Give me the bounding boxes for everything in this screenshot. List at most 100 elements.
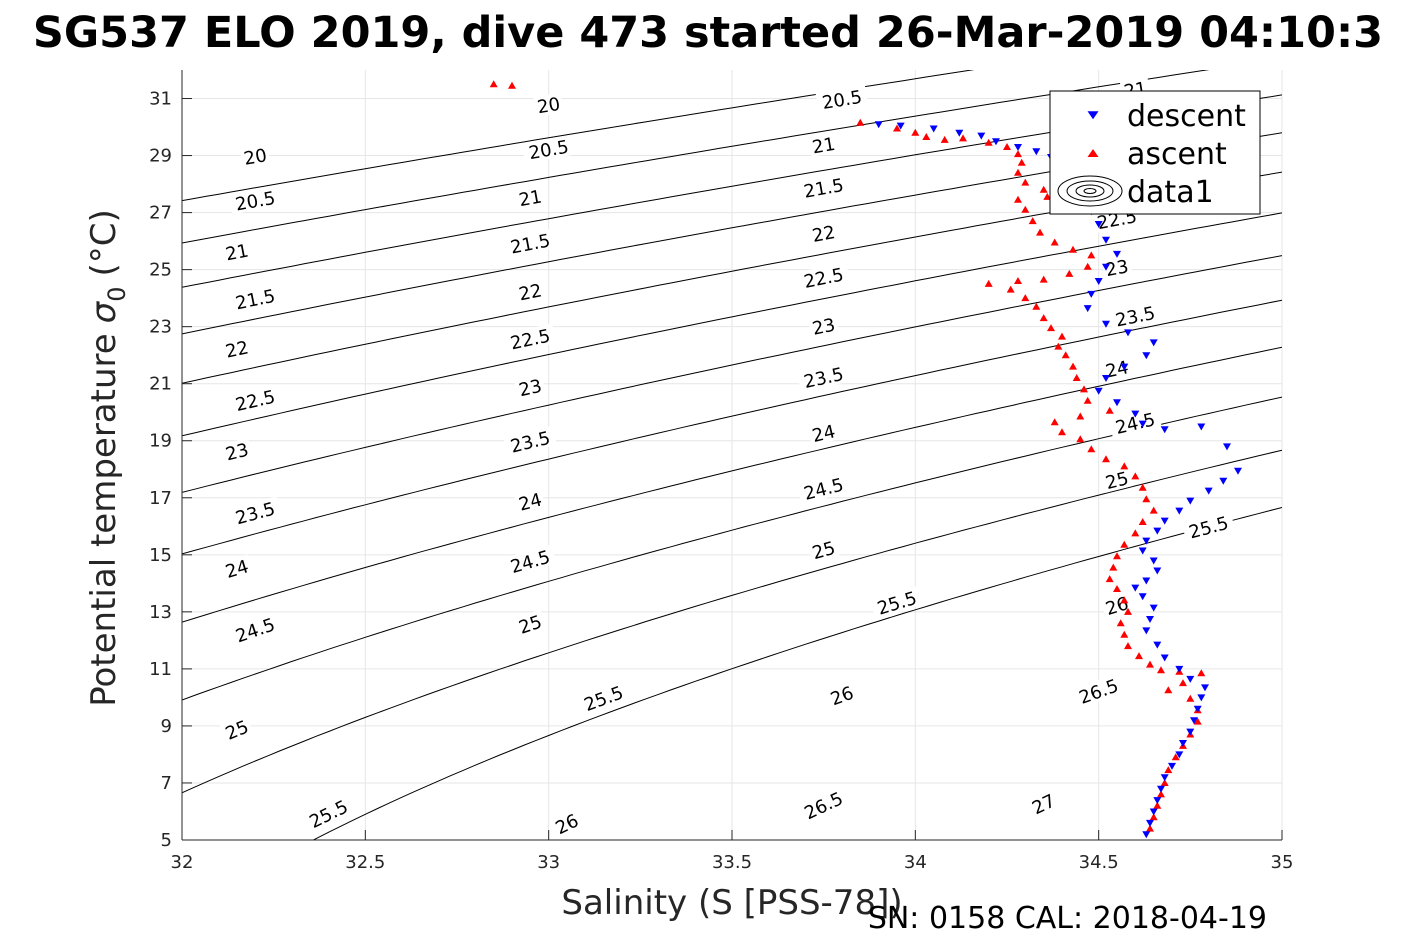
- ascent-point: [1028, 217, 1037, 225]
- ascent-point: [1105, 575, 1114, 583]
- data-series: [489, 80, 1242, 839]
- ascent-point: [1160, 779, 1169, 786]
- y-tick-label: 15: [149, 545, 172, 566]
- contour-label-text: 24: [810, 421, 837, 447]
- ascent-point: [922, 133, 931, 140]
- descent-point: [1102, 263, 1110, 271]
- descent-point: [1153, 641, 1162, 649]
- descent-point: [1201, 684, 1209, 692]
- y-tick-label: 11: [149, 659, 172, 680]
- y-tick-label: 31: [149, 89, 172, 110]
- descent-point: [929, 125, 938, 133]
- ascent-point: [1164, 766, 1173, 774]
- contour-label: 21: [808, 132, 840, 158]
- contour-label-text: 24: [1104, 357, 1131, 382]
- descent-point: [1186, 497, 1195, 505]
- ascent-point: [508, 81, 516, 89]
- ascent-point: [1058, 428, 1066, 436]
- contour-label: 20: [533, 92, 564, 118]
- descent-point: [1168, 762, 1176, 770]
- ascent-point: [1083, 262, 1092, 270]
- descent-point: [1113, 250, 1121, 258]
- y-tick-label: 5: [161, 830, 172, 851]
- ascent-point: [1138, 518, 1147, 525]
- y-tick-label: 19: [149, 431, 172, 452]
- descent-point: [874, 121, 883, 129]
- ascent-point: [1193, 717, 1202, 725]
- ascent-point: [1105, 406, 1114, 414]
- contour-label: 22: [514, 278, 546, 305]
- ascent-point: [1087, 251, 1096, 259]
- contour-label: 24.5: [796, 472, 851, 505]
- ascent-point: [1138, 483, 1147, 491]
- ascent-point: [1080, 385, 1088, 393]
- descent-point: [1157, 785, 1165, 793]
- ascent-point: [1113, 585, 1121, 592]
- legend-box: [1049, 90, 1261, 215]
- contour-label-text: 20: [242, 145, 268, 170]
- contour-label-text: 23: [517, 376, 544, 402]
- descent-point: [1142, 577, 1151, 585]
- contour-label-text: 21: [224, 241, 250, 266]
- x-tick-label: 32.5: [345, 852, 385, 873]
- ascent-point: [893, 124, 901, 132]
- axes: [181, 70, 1283, 841]
- descent-point: [1102, 375, 1110, 382]
- contour-label: 22: [221, 335, 253, 363]
- contour-label: 23: [514, 374, 546, 402]
- descent-point: [1138, 420, 1147, 428]
- ascent-point: [1065, 269, 1074, 277]
- descent-point: [1160, 426, 1169, 434]
- y-tick-label: 7: [161, 773, 172, 794]
- descent-point: [1032, 148, 1041, 156]
- ascent-point: [984, 138, 993, 146]
- contour-label: 21.5: [228, 283, 282, 314]
- descent-point: [1219, 477, 1228, 485]
- ascent-point: [1120, 540, 1129, 548]
- descent-point: [1142, 537, 1151, 545]
- y-axis-label-unit: (°C): [84, 209, 124, 276]
- ascent-point: [1131, 472, 1140, 480]
- ascent-point: [1083, 396, 1092, 404]
- ascent-point: [856, 118, 865, 126]
- ascent-point: [1043, 192, 1052, 200]
- ascent-point: [1061, 351, 1070, 359]
- descent-point: [1149, 808, 1158, 816]
- legend-descent-label: descent: [1127, 99, 1246, 134]
- descent-point: [1102, 320, 1110, 328]
- descent-point: [1149, 604, 1158, 612]
- ascent-point: [1039, 185, 1048, 193]
- descent-point: [1197, 423, 1206, 431]
- descent-point: [1142, 627, 1151, 635]
- contour-label-text: 22: [224, 337, 251, 362]
- contour-label: 24: [807, 419, 840, 447]
- ascent-point: [984, 279, 993, 287]
- descent-point: [1131, 584, 1140, 592]
- y-axis-label-subscript: 0: [103, 286, 131, 301]
- y-tick-label: 25: [149, 260, 172, 281]
- descent-point: [1153, 527, 1162, 535]
- y-axis-label-text: Potential temperature: [84, 333, 124, 706]
- contour-label: 27: [1026, 788, 1061, 819]
- descent-point: [977, 132, 986, 140]
- ascent-point: [1149, 813, 1158, 821]
- series-ascent: [489, 80, 1206, 832]
- legend-data1-marker: [1057, 175, 1123, 207]
- ascent-point: [1124, 607, 1132, 615]
- serial-calibration-label: SN: 0158 CAL: 2018-04-19: [868, 901, 1267, 936]
- ascent-point: [1149, 506, 1158, 514]
- legend-ascent-marker: [1087, 149, 1099, 157]
- descent-point: [1087, 290, 1096, 298]
- chart-title: SG537 ELO 2019, dive 473 started 26-Mar-…: [33, 8, 1383, 58]
- descent-point: [1223, 443, 1231, 451]
- y-tick-labels: 5 7 9 11 13 15 17 19 21 23 25 27 29 31: [149, 89, 172, 851]
- contour-label: 24: [1100, 355, 1133, 383]
- y-tick-label: 27: [149, 203, 172, 224]
- descent-point: [1138, 593, 1147, 601]
- descent-point: [1094, 387, 1103, 395]
- contour-label-text: 23: [1104, 256, 1130, 281]
- ascent-point: [911, 128, 920, 136]
- descent-point: [1124, 329, 1132, 337]
- contour-label-text: 23: [810, 315, 837, 340]
- descent-point: [1131, 410, 1140, 418]
